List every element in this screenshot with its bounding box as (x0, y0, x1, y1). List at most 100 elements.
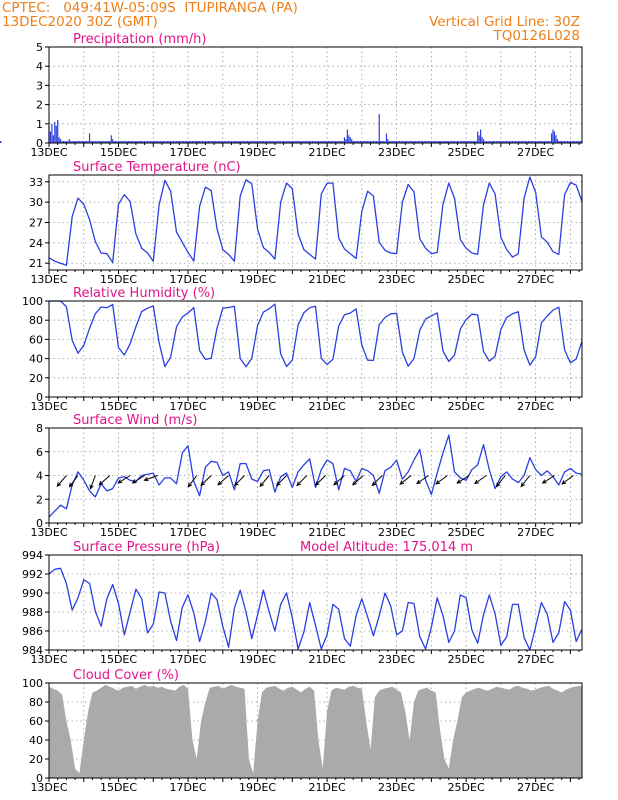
precip-bar (133, 141, 136, 143)
precip-bar (159, 141, 162, 143)
y-tick-label: 3 (36, 79, 43, 92)
precip-bar (455, 141, 457, 143)
wind-vector-head (416, 479, 422, 485)
precip-bar (106, 141, 108, 143)
precip-bar (220, 141, 222, 143)
precip-bar (514, 141, 516, 143)
precip-bar (526, 141, 528, 143)
precip-bar (99, 141, 101, 143)
y-tick-label: 984 (22, 644, 43, 657)
precip-bar (100, 141, 102, 143)
wind-vector-head (435, 480, 441, 485)
precip-bar (65, 141, 67, 143)
precip-bar (535, 141, 537, 143)
y-tick-label: 2 (36, 99, 43, 112)
precip-bar (448, 141, 450, 143)
precip-bar (281, 141, 283, 143)
grid-line-note: Vertical Grid Line: 30Z (429, 14, 580, 30)
precip-bar (487, 141, 489, 143)
y-tick-label: 40 (29, 353, 43, 366)
wind-vector (259, 475, 270, 487)
precip-bar (532, 141, 534, 143)
wind-vector (399, 475, 412, 485)
wind-vector (117, 475, 131, 484)
precip-bar (145, 141, 147, 143)
wind-vector (435, 475, 448, 485)
precip-bar (141, 141, 143, 143)
precip-bar (135, 141, 137, 143)
precip-bar (316, 141, 318, 143)
precip-bar (384, 141, 386, 143)
precip-bar (446, 141, 448, 143)
precip-bar (319, 141, 321, 143)
precip-bar (103, 141, 105, 143)
precip-bar (352, 141, 354, 143)
precip-bar (426, 141, 428, 143)
precip-bar (478, 135, 480, 143)
precip-bar (423, 141, 425, 143)
precip-bar (462, 141, 464, 143)
precip-bar (474, 141, 476, 143)
precip-bar (552, 129, 554, 143)
precip-bar (520, 141, 522, 143)
precip-bar (200, 141, 202, 143)
precip-bar (262, 141, 264, 143)
x-tick-label: 17DEC (169, 526, 206, 539)
x-tick-label: 15DEC (100, 400, 137, 413)
precip-bar (503, 141, 505, 143)
y-tick-label: 986 (22, 625, 43, 638)
precip-bar (569, 141, 572, 143)
precip-bar (291, 141, 293, 143)
precip-bar (368, 141, 370, 143)
precip-bar (104, 141, 107, 143)
precip-bar (332, 141, 334, 143)
precip-bar (501, 141, 503, 143)
precip-bar (277, 141, 279, 143)
precip-bar (527, 141, 530, 143)
precip-bar (545, 141, 547, 143)
precip-bar (517, 141, 519, 143)
precip-bar (157, 141, 159, 143)
precip-bar (154, 141, 156, 143)
x-tick-label: 19DEC (239, 273, 276, 286)
x-tick-label: 15DEC (100, 781, 137, 794)
wind-vector (296, 475, 308, 486)
precip-bar (536, 141, 538, 143)
precip-bar (364, 141, 366, 143)
y-tick-label: 994 (22, 549, 43, 562)
precip-bar (216, 141, 218, 143)
precip-bar (559, 141, 561, 143)
precip-bar (271, 141, 273, 143)
precip-bar (58, 137, 60, 143)
precip-bar (278, 141, 280, 143)
precip-bar (190, 141, 192, 143)
precip-bar (139, 141, 141, 143)
precip-bar (403, 141, 405, 143)
precip-bar (259, 141, 262, 143)
precip-bar (162, 141, 165, 143)
precip-bar (349, 137, 351, 143)
precip-bar (494, 141, 496, 143)
precip-bar (306, 141, 308, 143)
wind-vector-head (473, 479, 479, 485)
x-tick-label: 27DEC (517, 526, 554, 539)
precip-bar (561, 141, 563, 143)
y-tick-label: 0 (36, 137, 43, 150)
precip-bar (167, 141, 169, 143)
precip-bar (201, 141, 204, 143)
precip-bar (90, 141, 92, 143)
precip-bar (297, 141, 299, 143)
wind-vector-head (275, 481, 281, 487)
precip-bar (459, 141, 461, 143)
precip-bar (388, 141, 390, 143)
precip-bar (255, 141, 257, 143)
precip-bar (59, 139, 62, 143)
precip-bar (313, 141, 315, 143)
precip-bar (568, 141, 570, 143)
x-tick-label: 15DEC (100, 526, 137, 539)
y-tick-label: 33 (29, 176, 43, 189)
wind-vector (276, 475, 287, 486)
precip-bar (522, 141, 524, 143)
x-tick-label: 21DEC (309, 400, 346, 413)
panel-title: Surface Pressure (hPa) (73, 540, 220, 555)
